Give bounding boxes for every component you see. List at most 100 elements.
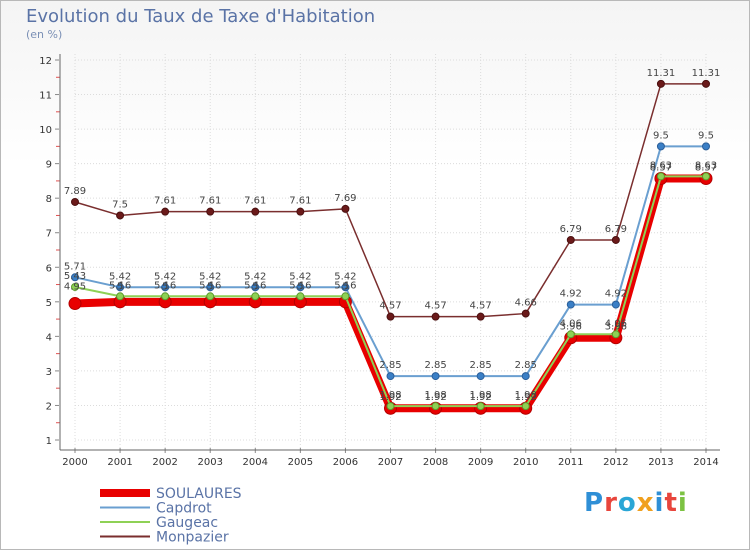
y-tick-label: 7	[46, 229, 52, 240]
logo-letter: P	[584, 488, 605, 518]
data-label-gaugeac: 5.16	[334, 280, 356, 291]
grid	[74, 54, 707, 450]
point-capdrot	[611, 300, 620, 309]
point-capdrot	[656, 142, 665, 151]
point-monpazier	[116, 211, 125, 220]
point-capdrot	[566, 300, 575, 309]
data-label-gaugeac: 5.43	[64, 271, 86, 282]
data-label-capdrot: 2.85	[515, 360, 537, 371]
data-label-capdrot: 9.5	[653, 130, 669, 141]
data-label-capdrot: 2.85	[470, 360, 492, 371]
point-gaugeac	[386, 402, 395, 411]
data-label-capdrot: 5.42	[109, 271, 131, 282]
data-label-capdrot: 5.42	[199, 271, 221, 282]
data-label-monpazier: 11.31	[692, 68, 721, 79]
point-capdrot	[341, 283, 350, 292]
data-label-monpazier: 11.31	[647, 68, 676, 79]
point-gaugeac	[521, 402, 530, 411]
point-gaugeac	[251, 292, 260, 301]
data-label-monpazier: 7.61	[199, 196, 221, 207]
logo-letter: x	[636, 488, 655, 518]
point-monpazier	[611, 235, 620, 244]
series-layer	[68, 79, 713, 415]
legend-label-soulaures: SOULAURES	[156, 486, 242, 502]
point-capdrot	[206, 283, 215, 292]
data-label-monpazier: 7.5	[112, 199, 128, 210]
data-label-soulaures: 5	[117, 282, 123, 293]
data-label-capdrot: 4.92	[605, 289, 627, 300]
point-capdrot	[702, 142, 710, 151]
point-soulaures	[68, 297, 82, 311]
data-label-soulaures: 5	[162, 282, 168, 293]
data-label-soulaures: 1.92	[515, 392, 537, 403]
data-label-gaugeac: 5.16	[244, 280, 266, 291]
data-label-monpazier: 7.61	[289, 196, 311, 207]
data-label-gaugeac: 5.16	[199, 280, 221, 291]
y-tick-label: 4	[46, 332, 52, 343]
chart-title: Evolution du Taux de Taxe d'Habitation	[26, 6, 376, 27]
point-capdrot	[386, 372, 395, 381]
point-gaugeac	[161, 292, 170, 301]
data-label-gaugeac: 5.16	[154, 280, 176, 291]
x-tick-label: 2012	[603, 457, 628, 468]
data-label-capdrot: 5.42	[334, 271, 356, 282]
data-label-soulaures: 3.96	[605, 322, 627, 333]
data-label-gaugeac: 8.63	[695, 160, 717, 171]
point-monpazier	[476, 312, 485, 321]
point-monpazier	[296, 207, 305, 216]
data-label-capdrot: 5.42	[154, 271, 176, 282]
x-tick-label: 2013	[648, 457, 673, 468]
data-label-monpazier: 6.79	[560, 224, 582, 235]
data-label-monpazier: 6.79	[605, 224, 627, 235]
data-label-soulaures: 5	[207, 282, 213, 293]
logo-letter: t	[664, 488, 678, 518]
point-monpazier	[251, 207, 260, 216]
data-label-soulaures: 5	[252, 282, 258, 293]
data-label-gaugeac: 8.63	[650, 160, 672, 171]
data-label-soulaures: 4.95	[64, 282, 86, 293]
x-tick-label: 2008	[423, 457, 448, 468]
data-label-monpazier: 4.57	[424, 301, 446, 312]
point-gaugeac	[341, 292, 350, 301]
x-tick-label: 2006	[333, 457, 358, 468]
data-label-monpazier: 4.66	[515, 298, 537, 309]
data-label-gaugeac: 5.16	[109, 280, 131, 291]
point-gaugeac	[431, 402, 440, 411]
y-tick-label: 9	[46, 160, 52, 171]
data-label-soulaures: 8.57	[695, 162, 717, 173]
point-monpazier	[431, 312, 440, 321]
data-label-gaugeac: 1.98	[379, 390, 401, 401]
y-tick-label: 12	[39, 56, 52, 67]
logo-letter: i	[654, 488, 665, 518]
point-monpazier	[71, 197, 79, 206]
point-gaugeac	[206, 292, 215, 301]
y-tick-label: 3	[46, 367, 52, 378]
y-tick-label: 6	[46, 263, 52, 274]
proxiti-logo: Proxiti	[584, 488, 688, 518]
legend-label-capdrot: Capdrot	[156, 501, 212, 517]
data-label-capdrot: 9.5	[698, 130, 714, 141]
data-label-soulaures: 5	[342, 282, 348, 293]
point-capdrot	[431, 372, 440, 381]
data-label-soulaures: 1.92	[379, 392, 401, 403]
data-label-capdrot: 5.42	[244, 271, 266, 282]
x-tick-label: 2014	[693, 457, 718, 468]
x-tick-label: 2011	[558, 457, 583, 468]
data-label-gaugeac: 5.16	[289, 280, 311, 291]
data-label-monpazier: 7.89	[64, 186, 86, 197]
y-tick-label: 2	[46, 401, 52, 412]
data-label-capdrot: 5.42	[289, 271, 311, 282]
x-tick-label: 2000	[62, 457, 87, 468]
point-gaugeac	[71, 282, 79, 291]
logo-letter: o	[617, 488, 637, 518]
point-gaugeac	[611, 330, 620, 339]
legend-label-monpazier: Monpazier	[156, 530, 229, 546]
y-tick-label: 5	[46, 298, 52, 309]
data-labels: 1.92 1.92 1.92 1.92 3.96 3.96 8.57 8.57 5.71 5.42…	[64, 68, 720, 403]
point-monpazier	[656, 79, 665, 88]
point-capdrot	[296, 283, 305, 292]
x-tick-label: 2004	[243, 457, 268, 468]
data-label-capdrot: 2.85	[379, 360, 401, 371]
